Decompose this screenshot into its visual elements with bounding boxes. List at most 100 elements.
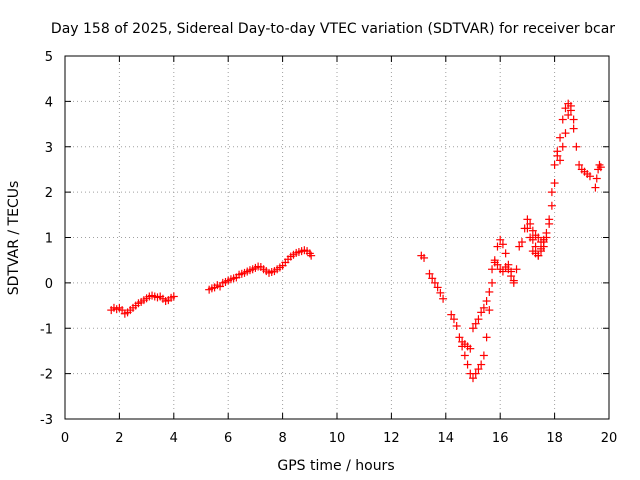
data-point [575, 160, 584, 169]
x-tick-label: 16 [492, 431, 509, 446]
data-point [477, 308, 486, 317]
y-tick-label: 4 [45, 95, 53, 110]
y-tick-label: 2 [45, 186, 53, 201]
data-point [477, 360, 486, 369]
x-tick-label: 0 [61, 431, 69, 446]
data-point [439, 294, 448, 303]
x-tick-label: 18 [546, 431, 563, 446]
data-point [528, 235, 537, 244]
data-point [485, 287, 494, 296]
data-point [553, 147, 562, 156]
data-point [572, 142, 581, 151]
data-point [512, 265, 521, 274]
data-point [550, 179, 559, 188]
data-point [493, 242, 502, 251]
data-point [466, 344, 475, 353]
x-axis-label: GPS time / hours [277, 458, 394, 474]
x-tick-label: 10 [329, 431, 346, 446]
data-point [425, 269, 434, 278]
plot-frame [64, 55, 610, 420]
data-point [556, 133, 565, 142]
x-tick-label: 20 [601, 431, 618, 446]
data-point [547, 188, 556, 197]
data-point [469, 324, 477, 333]
data-point [509, 276, 518, 285]
data-point [449, 315, 458, 324]
data-point [436, 288, 445, 297]
data-point [558, 142, 567, 151]
data-point [515, 242, 524, 251]
y-tick-label: 5 [45, 50, 53, 65]
data-point [496, 235, 505, 244]
data-point [169, 292, 178, 301]
y-tick-labels: -3 -2 -1 0 1 2 3 4 5 [40, 50, 53, 428]
x-tick-labels: 0 2 4 6 8 10 12 14 16 18 20 [61, 431, 617, 446]
data-point [485, 306, 494, 315]
data-point [501, 249, 510, 258]
data-point [452, 321, 461, 330]
data-point [542, 233, 551, 242]
x-tick-label: 4 [170, 431, 178, 446]
data-point [482, 297, 491, 306]
x-tick-label: 2 [115, 431, 123, 446]
data-point [523, 224, 532, 233]
data-point [488, 265, 497, 274]
data-point [471, 369, 480, 378]
data-point [550, 160, 559, 169]
data-point [498, 240, 507, 249]
data-point [569, 115, 578, 124]
data-point [460, 351, 469, 360]
data-point [498, 267, 507, 276]
data-point [428, 274, 437, 283]
data-point [493, 260, 502, 269]
data-point [528, 226, 537, 235]
data-point [561, 129, 570, 138]
y-tick-label: -2 [40, 368, 53, 383]
x-tick-label: 14 [438, 431, 455, 446]
grid-lines [65, 56, 609, 419]
x-tick-label: 12 [383, 431, 400, 446]
data-point [564, 110, 573, 119]
data-point [479, 351, 488, 360]
data-point [534, 233, 543, 242]
data-point [566, 101, 575, 110]
data-point [591, 183, 600, 192]
data-point [534, 251, 543, 260]
data-point [539, 242, 548, 251]
data-point [474, 365, 483, 374]
data-point [526, 219, 535, 228]
data-point [469, 374, 477, 383]
data-point [517, 238, 526, 247]
data-point [455, 333, 464, 342]
data-point [430, 278, 439, 287]
data-point [307, 251, 316, 260]
data-points [107, 99, 605, 383]
data-point [420, 253, 429, 262]
y-axis-label: SDTVAR / TECUs [6, 181, 22, 296]
x-tick-label: 8 [278, 431, 286, 446]
data-point [488, 278, 497, 287]
data-point [523, 215, 532, 224]
y-tick-label: 0 [45, 277, 53, 292]
data-point [482, 333, 491, 342]
data-point [592, 174, 601, 183]
data-point [531, 242, 540, 251]
data-point [569, 124, 578, 133]
y-tick-label: 1 [45, 232, 53, 247]
data-point [561, 104, 570, 113]
data-point [545, 219, 554, 228]
data-point [507, 267, 516, 276]
y-tick-label: -3 [40, 413, 53, 428]
data-point [556, 156, 565, 165]
data-point [474, 315, 483, 324]
data-point [547, 201, 556, 210]
data-point [471, 319, 480, 328]
chart-title: Day 158 of 2025, Sidereal Day-to-day VTE… [51, 21, 615, 37]
data-point [447, 310, 456, 319]
y-tick-label: -1 [40, 322, 53, 337]
data-point [596, 163, 605, 172]
data-point [433, 283, 442, 292]
data-point [479, 303, 488, 312]
data-point [558, 115, 567, 124]
